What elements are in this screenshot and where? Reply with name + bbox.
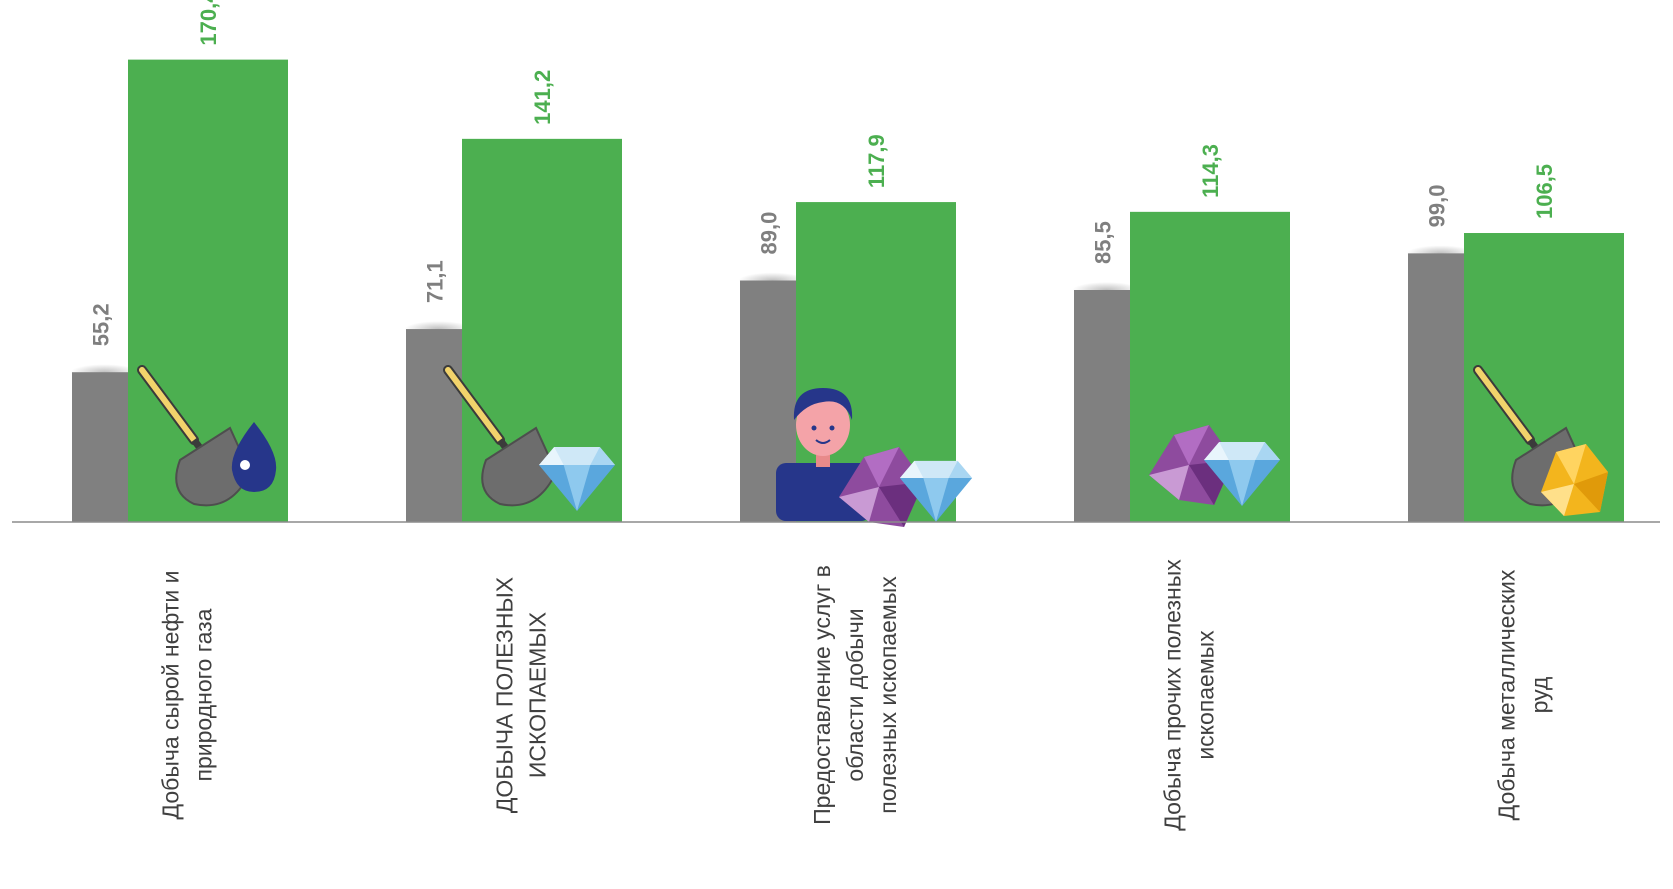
category-label: Добыча металлических: [1494, 569, 1520, 820]
data-label-series-1: 55,2: [89, 303, 114, 346]
category-label: руд: [1527, 676, 1553, 713]
data-label-series-2: 170,4: [196, 0, 221, 46]
category-label: природного газа: [191, 608, 217, 781]
miner-gems-icon: [776, 388, 973, 527]
data-label-series-2: 141,2: [530, 70, 555, 125]
data-label-series-1: 99,0: [1425, 185, 1450, 228]
shovel-diamond-icon: [443, 365, 615, 511]
category-label: ископаемых: [1193, 630, 1219, 760]
category-label: ДОБЫЧА ПОЛЕЗНЫХ: [492, 577, 518, 813]
shovel-oil-drop-icon: [137, 365, 277, 507]
data-label-series-2: 106,5: [1532, 164, 1557, 219]
category-label: Добыча сырой нефти и: [158, 571, 184, 820]
data-label-series-1: 85,5: [1091, 221, 1116, 264]
shovel-gold-ore-icon: [1473, 365, 1608, 516]
category-label: Предоставление услуг в: [809, 565, 835, 825]
data-label-series-2: 114,3: [1198, 144, 1223, 198]
category-label: области добычи: [842, 608, 868, 781]
data-label-series-1: 89,0: [757, 212, 782, 255]
bar-series-1: [1408, 253, 1465, 522]
data-label-series-1: 71,1: [423, 260, 448, 303]
category-label: ИСКОПАЕМЫХ: [525, 612, 551, 778]
category-label: полезных ископаемых: [875, 576, 901, 814]
bar-series-1: [406, 329, 463, 522]
bar-series-1: [1074, 289, 1131, 522]
bar-series-1: [72, 372, 129, 522]
gems-diamond-icon: [1149, 425, 1280, 506]
data-label-series-2: 117,9: [864, 134, 889, 188]
category-label: Добыча прочих полезных: [1160, 559, 1186, 831]
